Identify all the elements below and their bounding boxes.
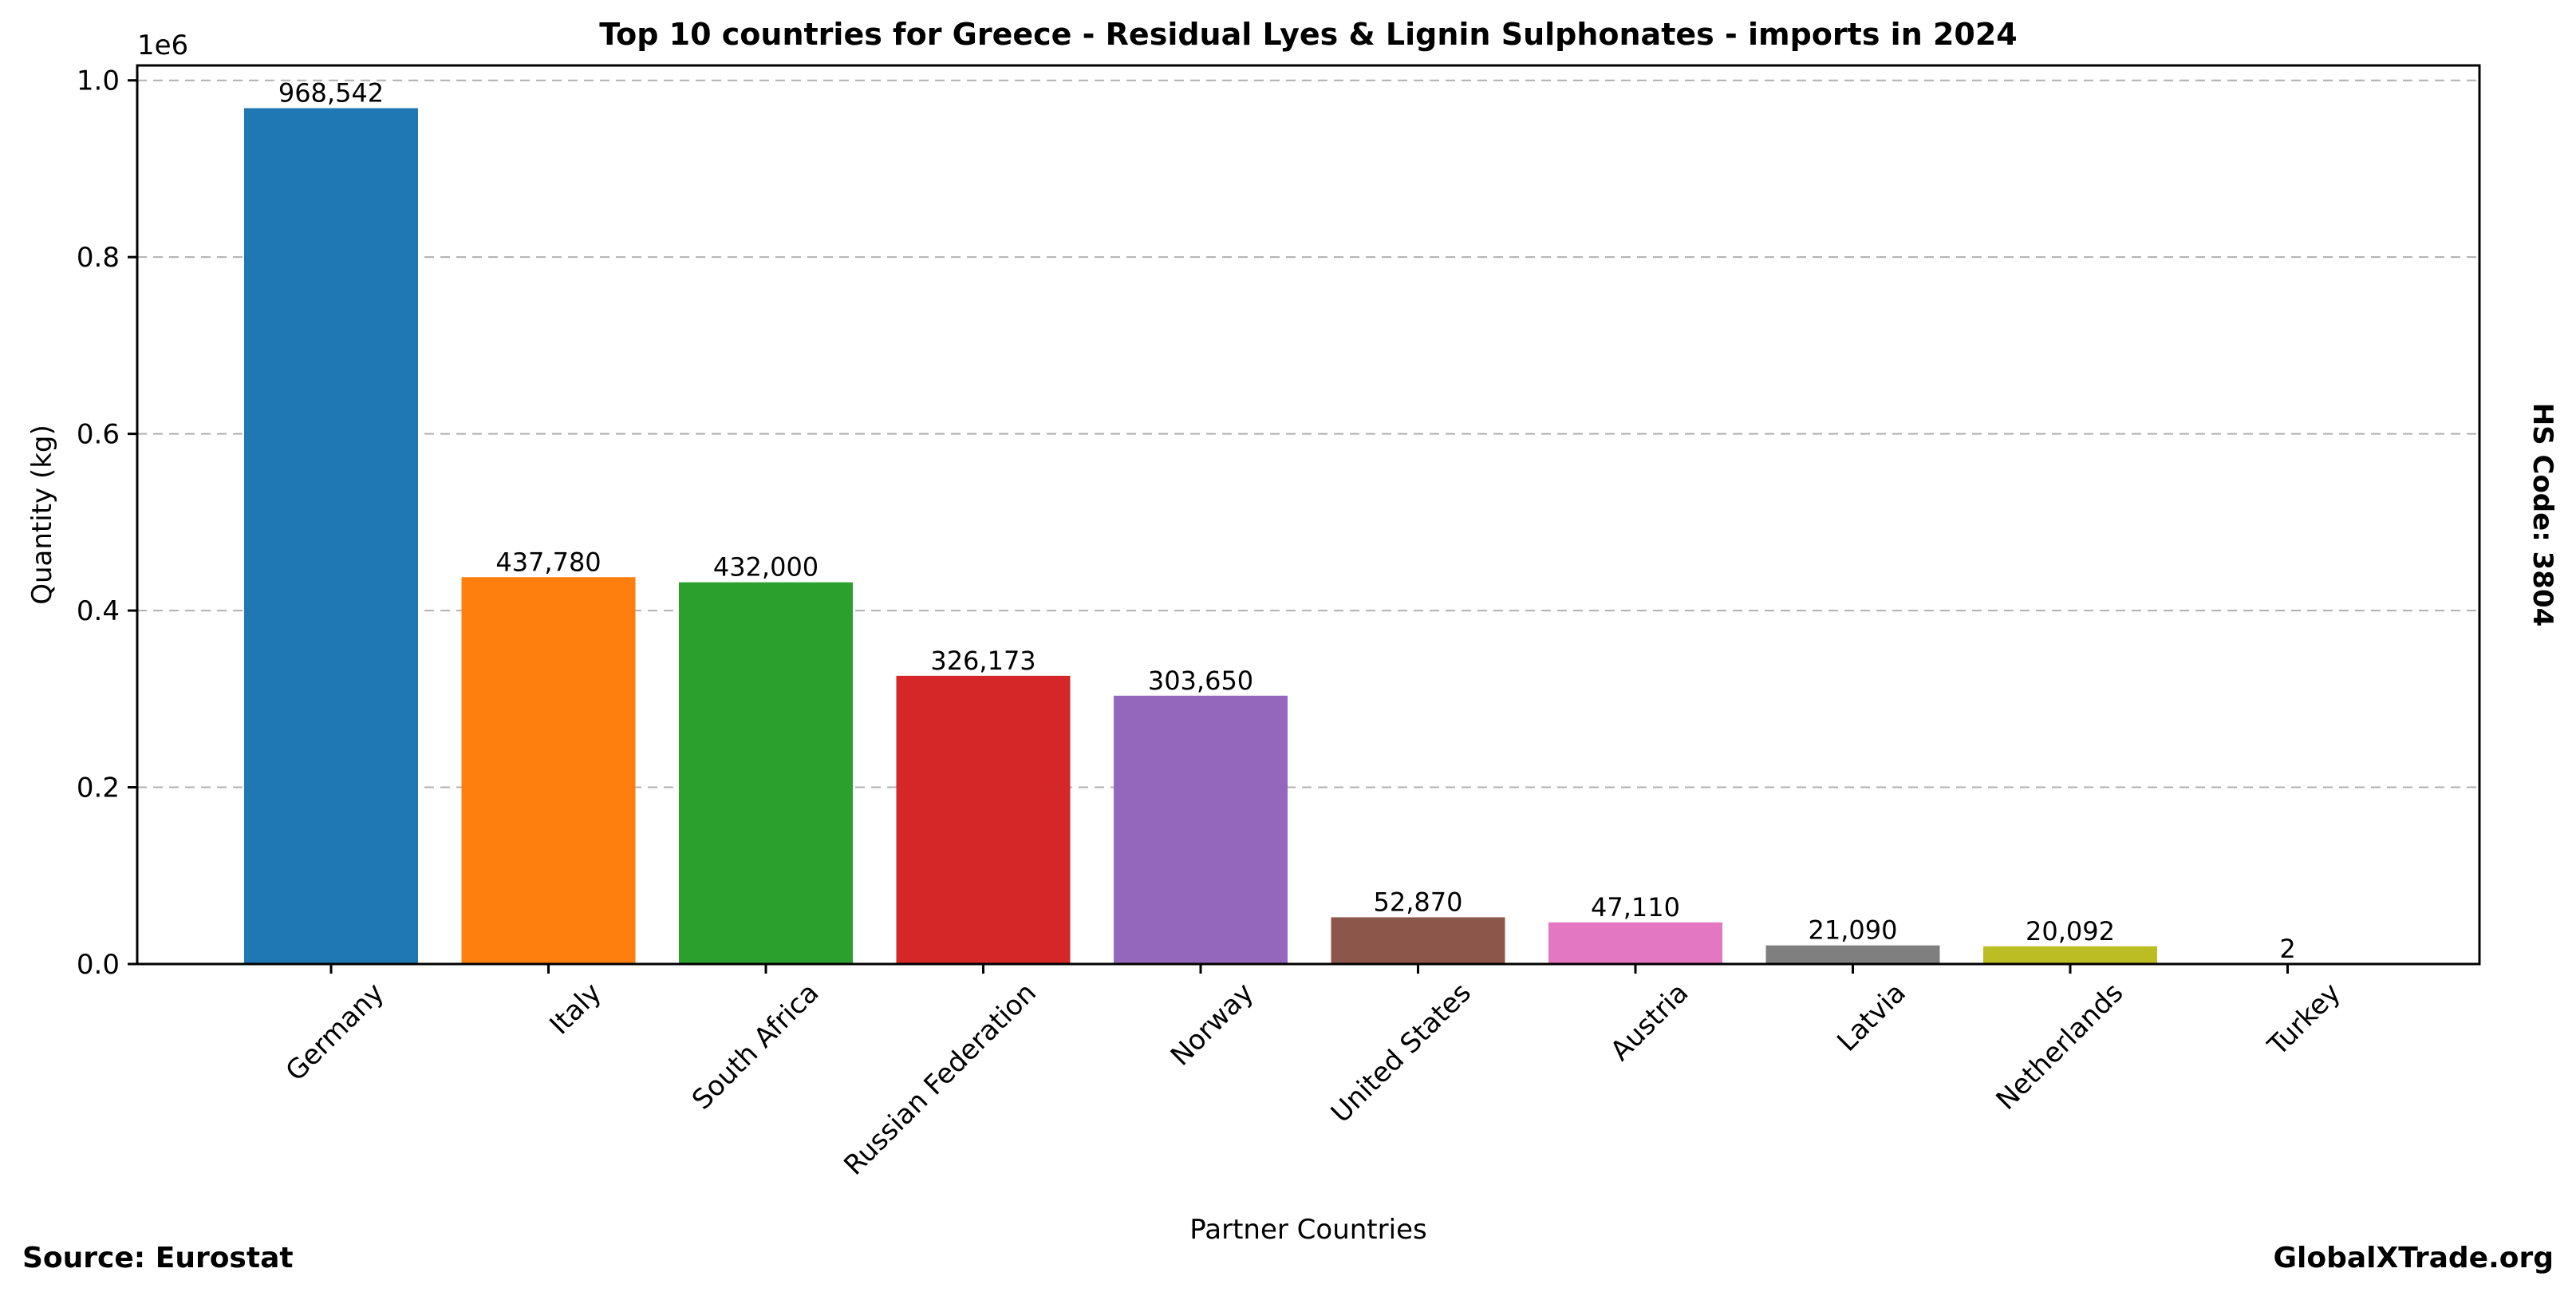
bar-value-label: 2 <box>2279 934 2295 964</box>
bar <box>244 108 418 965</box>
x-tick-label: Russian Federation <box>838 977 1043 1182</box>
source-label: Source: Eurostat <box>22 1242 294 1274</box>
y-axis: 0.0 0.2 0.4 0.6 0.8 1.0 <box>77 65 137 981</box>
y-axis-label: Quantity (kg) <box>26 425 58 605</box>
bar-value-label: 47,110 <box>1591 892 1680 923</box>
bar <box>1114 695 1288 964</box>
y-offset-label: 1e6 <box>137 30 188 61</box>
x-axis-label: Partner Countries <box>1189 1214 1426 1246</box>
bar-value-label: 21,090 <box>1809 915 1898 946</box>
bar <box>1331 917 1505 964</box>
x-tick-label: Germany <box>280 977 391 1088</box>
bar <box>1765 945 1940 964</box>
x-axis: Germany Italy South Africa Russian Federati… <box>280 964 2347 1182</box>
chart-title: Top 10 countries for Greece - Residual L… <box>599 17 2017 52</box>
y-tick-label: 1.0 <box>77 65 120 97</box>
bar-value-label: 437,780 <box>495 547 601 577</box>
bar <box>1983 946 2157 964</box>
x-tick-label: Netherlands <box>1990 977 2130 1116</box>
x-tick-label: Austria <box>1604 977 1694 1067</box>
y-tick-label: 0.8 <box>77 242 120 274</box>
bar-value-labels: 968,542 437,780 432,000 326,173 303,650 52,87… <box>278 78 2296 964</box>
x-tick-label: Turkey <box>2262 977 2347 1062</box>
x-tick-label: Norway <box>1165 977 1260 1072</box>
bar-value-label: 20,092 <box>2026 916 2115 946</box>
plot-frame <box>136 64 2481 966</box>
x-tick-label: Latvia <box>1831 977 1911 1057</box>
bar <box>679 582 853 964</box>
bar <box>1548 922 1722 964</box>
bar-value-label: 432,000 <box>713 552 819 583</box>
bar-value-label: 303,650 <box>1148 666 1253 696</box>
bars <box>244 108 2375 965</box>
bar-value-label: 968,542 <box>278 78 384 109</box>
x-tick-label: South Africa <box>686 977 825 1116</box>
bar-value-label: 326,173 <box>930 646 1036 676</box>
y-tick-label: 0.6 <box>77 419 120 451</box>
bar <box>896 675 1071 964</box>
y-tick-label: 0.4 <box>77 595 120 627</box>
brand-label: GlobalXTrade.org <box>2273 1242 2554 1274</box>
bar <box>461 577 636 964</box>
hs-code-label: HS Code: 3804 <box>2527 403 2558 627</box>
bar-value-label: 52,870 <box>1374 887 1463 917</box>
x-tick-label: Italy <box>543 977 607 1041</box>
y-tick-label: 0.2 <box>77 772 120 804</box>
y-tick-label: 0.0 <box>77 949 120 981</box>
x-tick-label: United States <box>1325 977 1477 1129</box>
